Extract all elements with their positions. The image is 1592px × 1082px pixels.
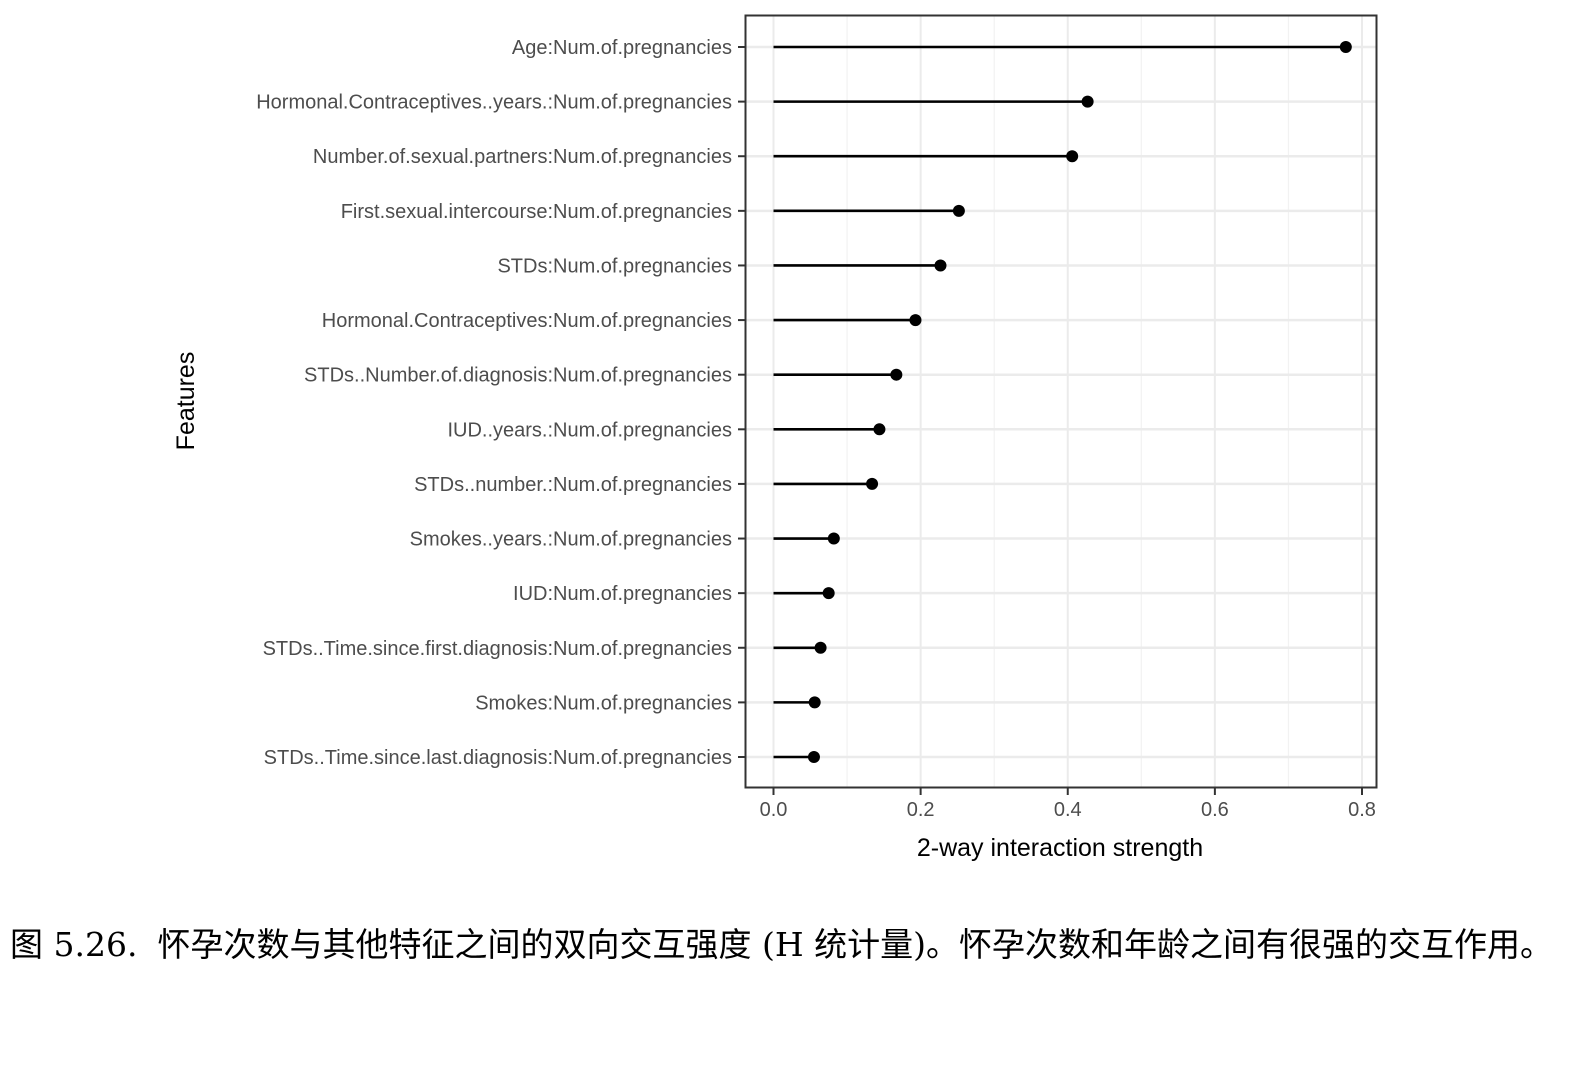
lollipop-point: [890, 368, 903, 381]
lollipop-point: [822, 587, 835, 600]
lollipop-point: [1066, 150, 1079, 163]
lollipop-point: [807, 751, 820, 763]
lollipop-point: [909, 314, 922, 327]
y-tick-label: STDs..Number.of.diagnosis:Num.of.pregnan…: [304, 365, 732, 387]
y-tick-label: STDs..number.:Num.of.pregnancies: [414, 474, 732, 496]
lollipop-point: [1339, 41, 1352, 53]
x-tick-label: 0.0: [760, 799, 788, 821]
y-tick-label: STDs:Num.of.pregnancies: [497, 255, 732, 277]
x-tick-label: 0.4: [1054, 799, 1082, 821]
lollipop-point: [808, 696, 821, 709]
y-tick-label: Smokes..years.:Num.of.pregnancies: [410, 529, 732, 551]
y-tick-label: STDs..Time.since.last.diagnosis:Num.of.p…: [264, 747, 732, 769]
y-axis: Age:Num.of.pregnancies Hormonal.Contracep…: [256, 37, 745, 769]
figure-caption: 图 5.26. 怀孕次数与其他特征之间的双向交互强度 (H 统计量)。怀孕次数和年…: [10, 916, 1570, 974]
figure-number: 图 5.26.: [10, 925, 138, 964]
x-tick-label: 0.8: [1348, 799, 1376, 821]
lollipop-point: [873, 423, 886, 436]
y-tick-label: STDs..Time.since.first.diagnosis:Num.of.…: [263, 638, 732, 660]
grid: [746, 16, 1376, 787]
lollipops: [773, 41, 1352, 763]
y-tick-label: Hormonal.Contraceptives:Num.of.pregnanci…: [322, 310, 732, 332]
caption-text: 怀孕次数与其他特征之间的双向交互强度 (H 统计量)。怀孕次数和年龄之间有很强的…: [157, 925, 1553, 964]
x-tick-label: 0.6: [1201, 799, 1229, 821]
lollipop-point: [934, 259, 947, 272]
y-axis-title: Features: [172, 352, 200, 451]
lollipop-point: [866, 477, 879, 490]
y-tick-label: Number.of.sexual.partners:Num.of.pregnan…: [313, 146, 732, 168]
lollipop-point: [814, 641, 827, 654]
x-axis-title: 2-way interaction strength: [917, 834, 1203, 862]
y-tick-label: First.sexual.intercourse:Num.of.pregnanc…: [341, 201, 732, 223]
y-tick-label: Smokes:Num.of.pregnancies: [475, 692, 732, 714]
panel-border: [744, 14, 1378, 789]
x-axis: 0.0 0.2 0.4 0.6 0.8: [760, 788, 1376, 821]
lollipop-point: [1081, 95, 1094, 108]
y-tick-label: Hormonal.Contraceptives..years.:Num.of.p…: [256, 92, 732, 114]
lollipop-point: [827, 532, 840, 545]
y-tick-label: IUD..years.:Num.of.pregnancies: [447, 419, 732, 441]
y-tick-label: Age:Num.of.pregnancies: [512, 37, 732, 59]
x-tick-label: 0.2: [907, 799, 935, 821]
y-tick-label: IUD:Num.of.pregnancies: [513, 583, 732, 605]
lollipop-point: [952, 204, 965, 217]
